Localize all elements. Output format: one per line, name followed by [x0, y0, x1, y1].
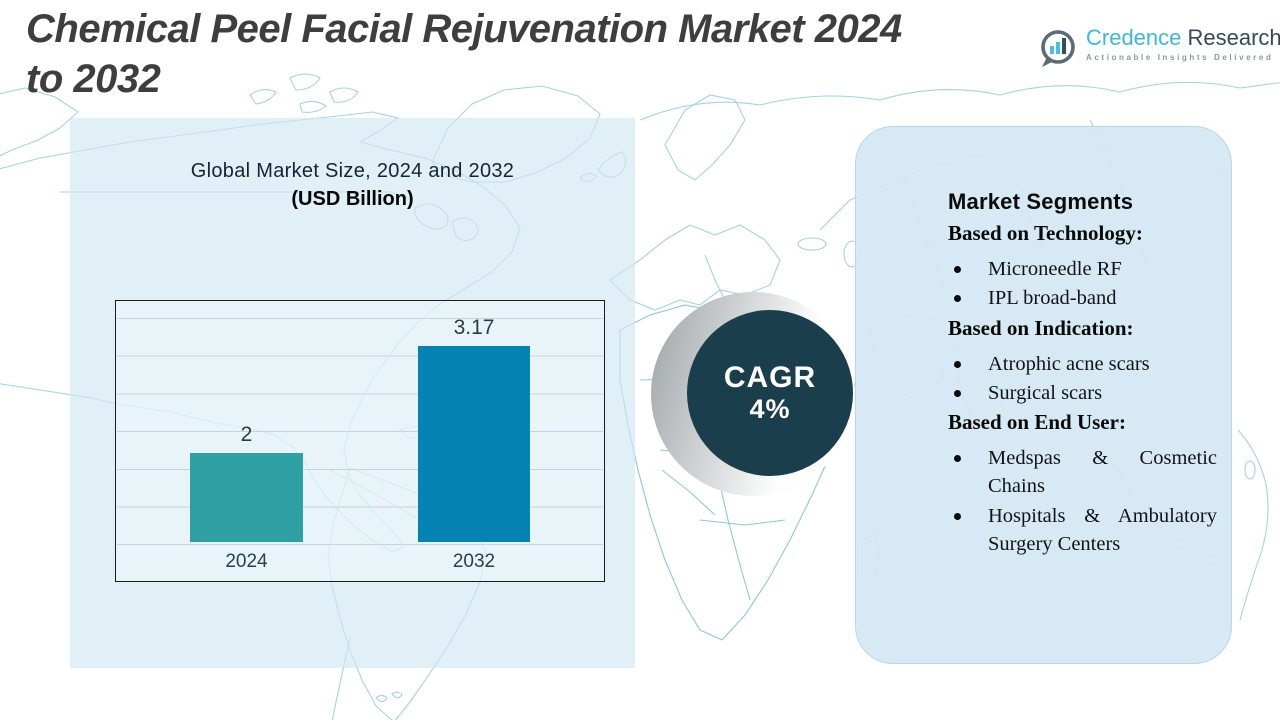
list-item: IPL broad-band [948, 284, 1217, 312]
page-title-line1: Chemical Peel Facial Rejuvenation Market… [26, 7, 902, 51]
section-heading-end-user: Based on End User: [948, 410, 1126, 435]
bar-2032-value-label: 3.17 [453, 316, 495, 339]
section-heading-technology: Based on Technology: [948, 221, 1143, 245]
credence-research-logo: Credence Research Actionable Insights De… [1036, 25, 1280, 75]
x-axis-label-2032: 2032 [452, 551, 496, 572]
technology-list: Microneedle RF IPL broad-band [948, 255, 1217, 313]
market-size-chart-panel: Global Market Size, 2024 and 2032 (USD B… [70, 118, 635, 668]
cagr-value: 4% [749, 393, 791, 424]
market-segments-content: Market Segments Based on Technology: Mic… [948, 189, 1217, 561]
list-item: Medspas & Cosmetic Chains [948, 444, 1217, 501]
cagr-badge: CAGR 4% [687, 310, 853, 476]
bar-chart-bubble-icon [1036, 26, 1080, 75]
x-axis-label-2024: 2024 [225, 551, 268, 572]
bar-2032 [418, 346, 530, 542]
logo-text: Credence Research Actionable Insights De… [1086, 25, 1280, 63]
indication-list: Atrophic acne scars Surgical scars [948, 350, 1217, 408]
list-item: Hospitals & Ambulatory Surgery Centers [948, 502, 1217, 559]
list-item: Microneedle RF [948, 255, 1217, 283]
logo-tagline: Actionable Insights Delivered [1086, 53, 1274, 63]
list-item: Surgical scars [948, 379, 1217, 407]
market-segments-panel: Market Segments Based on Technology: Mic… [855, 126, 1232, 664]
chart-unit-label: (USD Billion) [291, 188, 414, 210]
bar-chart: 2 3.17 2024 2032 [115, 300, 605, 582]
bar-2024-value-label: 2 [240, 423, 253, 446]
logo-brand-second: Research [1187, 25, 1280, 50]
page-title-line2: to 2032 [26, 57, 161, 101]
section-heading-indication: Based on Indication: [948, 315, 1134, 340]
page-title: Chemical Peel Facial Rejuvenation Market… [26, 4, 1036, 104]
logo-brand-name: Credence Research [1086, 25, 1280, 50]
list-item: Atrophic acne scars [948, 350, 1217, 378]
cagr-label: CAGR [723, 360, 817, 394]
logo-brand-first: Credence [1086, 25, 1182, 50]
end-user-list: Medspas & Cosmetic Chains Hospitals & Am… [948, 444, 1217, 558]
bar-2024 [190, 453, 303, 542]
segments-heading: Market Segments [948, 189, 1134, 214]
chart-title: Global Market Size, 2024 and 2032 [190, 160, 515, 182]
